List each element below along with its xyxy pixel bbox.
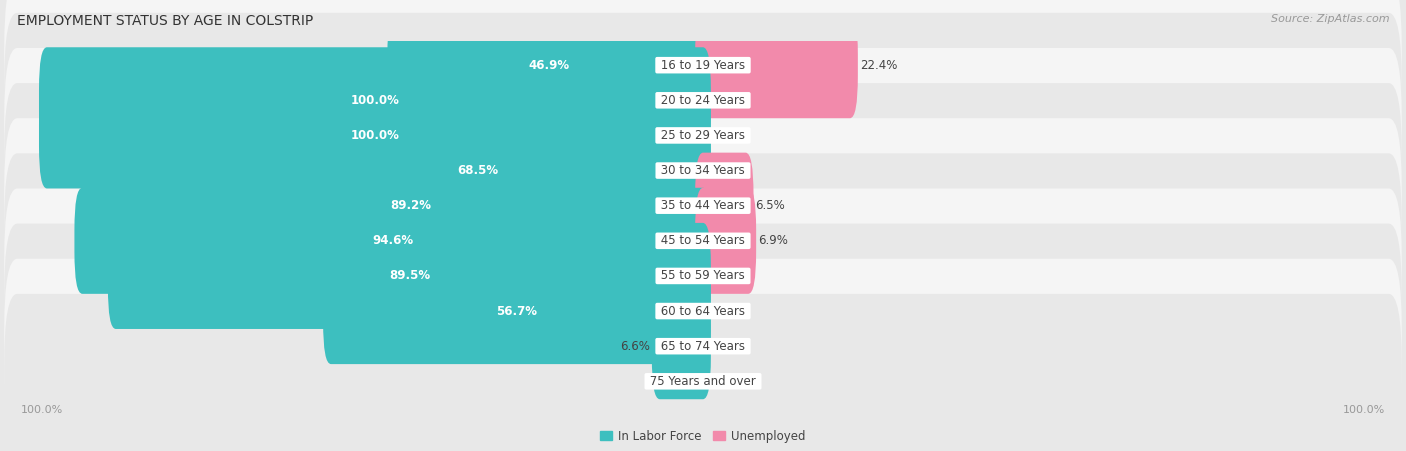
FancyBboxPatch shape <box>75 188 711 294</box>
Text: 0.0%: 0.0% <box>661 375 690 388</box>
Text: 22.4%: 22.4% <box>860 59 897 72</box>
FancyBboxPatch shape <box>4 118 1402 293</box>
Text: 89.5%: 89.5% <box>389 269 430 282</box>
Text: 65 to 74 Years: 65 to 74 Years <box>657 340 749 353</box>
Text: 100.0%: 100.0% <box>1343 405 1385 415</box>
FancyBboxPatch shape <box>695 12 858 118</box>
FancyBboxPatch shape <box>4 13 1402 188</box>
FancyBboxPatch shape <box>388 12 711 118</box>
Text: 0.0%: 0.0% <box>713 375 742 388</box>
FancyBboxPatch shape <box>39 47 711 153</box>
Text: 6.5%: 6.5% <box>755 199 785 212</box>
FancyBboxPatch shape <box>4 294 1402 451</box>
Text: 30 to 34 Years: 30 to 34 Years <box>657 164 749 177</box>
FancyBboxPatch shape <box>246 118 711 224</box>
Text: 94.6%: 94.6% <box>373 235 413 247</box>
FancyBboxPatch shape <box>4 259 1402 434</box>
Text: 89.2%: 89.2% <box>389 199 430 212</box>
Text: 35 to 44 Years: 35 to 44 Years <box>657 199 749 212</box>
Text: 100.0%: 100.0% <box>350 129 399 142</box>
FancyBboxPatch shape <box>110 152 711 259</box>
Text: EMPLOYMENT STATUS BY AGE IN COLSTRIP: EMPLOYMENT STATUS BY AGE IN COLSTRIP <box>17 14 314 28</box>
Text: 56.7%: 56.7% <box>496 304 537 318</box>
Text: Source: ZipAtlas.com: Source: ZipAtlas.com <box>1271 14 1389 23</box>
Text: 100.0%: 100.0% <box>21 405 63 415</box>
Text: 25 to 29 Years: 25 to 29 Years <box>657 129 749 142</box>
Text: 0.0%: 0.0% <box>713 304 742 318</box>
Text: 0.0%: 0.0% <box>713 94 742 107</box>
FancyBboxPatch shape <box>695 152 754 259</box>
Text: 45 to 54 Years: 45 to 54 Years <box>657 235 749 247</box>
FancyBboxPatch shape <box>652 293 711 399</box>
Text: 20 to 24 Years: 20 to 24 Years <box>657 94 749 107</box>
FancyBboxPatch shape <box>39 83 711 189</box>
FancyBboxPatch shape <box>4 0 1402 152</box>
Legend: In Labor Force, Unemployed: In Labor Force, Unemployed <box>596 425 810 447</box>
Text: 0.0%: 0.0% <box>713 269 742 282</box>
Text: 55 to 59 Years: 55 to 59 Years <box>657 269 749 282</box>
Text: 46.9%: 46.9% <box>529 59 569 72</box>
FancyBboxPatch shape <box>4 48 1402 223</box>
FancyBboxPatch shape <box>108 223 711 329</box>
Text: 0.0%: 0.0% <box>713 129 742 142</box>
Text: 6.6%: 6.6% <box>620 340 650 353</box>
FancyBboxPatch shape <box>4 153 1402 328</box>
FancyBboxPatch shape <box>4 189 1402 364</box>
Text: 75 Years and over: 75 Years and over <box>647 375 759 388</box>
Text: 6.9%: 6.9% <box>758 235 787 247</box>
FancyBboxPatch shape <box>4 83 1402 258</box>
FancyBboxPatch shape <box>4 224 1402 399</box>
Text: 60 to 64 Years: 60 to 64 Years <box>657 304 749 318</box>
Text: 100.0%: 100.0% <box>350 94 399 107</box>
FancyBboxPatch shape <box>695 188 756 294</box>
Text: 16 to 19 Years: 16 to 19 Years <box>657 59 749 72</box>
FancyBboxPatch shape <box>323 258 711 364</box>
Text: 68.5%: 68.5% <box>458 164 499 177</box>
Text: 0.0%: 0.0% <box>713 164 742 177</box>
Text: 0.0%: 0.0% <box>713 340 742 353</box>
